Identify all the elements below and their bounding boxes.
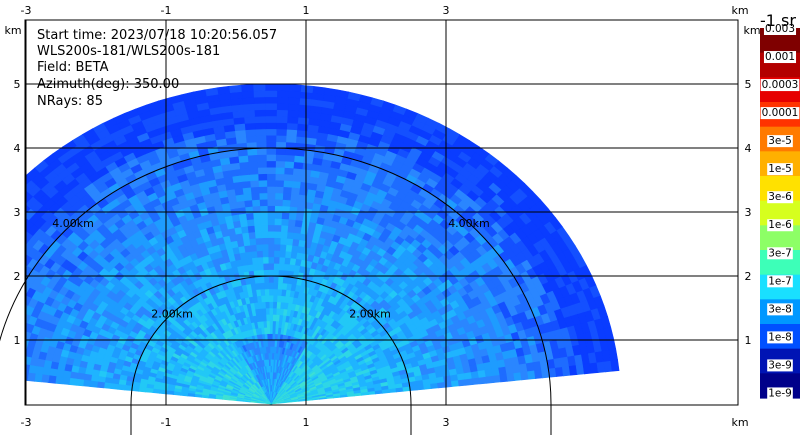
x-unit-top: km <box>731 4 748 17</box>
x-tick-label: 1 <box>303 416 310 429</box>
colorbar-label-bg <box>767 247 793 260</box>
colorbar-tick-label: 3e-6 <box>768 191 792 203</box>
field-name: Field: BETA <box>37 60 109 75</box>
y-tick-label: 5 <box>14 78 21 91</box>
colorbar-tick-label: 1e-6 <box>768 219 792 231</box>
colorbar-label-bg <box>767 387 793 400</box>
colorbar-label-bg <box>767 163 793 176</box>
colorbar-label-bg <box>767 191 794 204</box>
colorbar-tick-label: 0.0003 <box>762 79 799 91</box>
x-tick-label: 1 <box>303 4 310 17</box>
colorbar-label-bg <box>767 135 793 148</box>
y-unit-left: km <box>4 24 21 37</box>
y-tick-label: 2 <box>14 270 21 283</box>
grid <box>25 20 738 405</box>
range-ring-label: 2.00km <box>151 307 193 320</box>
y-tick-label: 4 <box>14 142 21 155</box>
x-tick-label: -1 <box>161 416 172 429</box>
colorbar-tick-label: 3e-9 <box>768 359 792 371</box>
instrument-name: WLS200s-181/WLS200s-181 <box>37 44 220 59</box>
colorbar-unit: -1 sr <box>760 11 796 30</box>
colorbar-label-bg <box>763 23 797 35</box>
y-tick-label: 2 <box>745 270 752 283</box>
colorbar-tick-label: 0.003 <box>765 23 795 35</box>
colorbar-label-bg <box>760 107 800 120</box>
range-ring-label: 2.00km <box>349 307 391 320</box>
x-tick-label: 3 <box>443 4 450 17</box>
colorbar-tick-label: 1e-5 <box>768 163 792 175</box>
colorbar-tick-label: 1e-9 <box>768 387 792 399</box>
colorbar-tick-label: 3e-8 <box>768 303 792 315</box>
colorbar-label-bg <box>767 219 794 232</box>
colorbar-tick-label: 0.001 <box>765 51 795 63</box>
info-panel: Start time: 2023/07/18 10:20:56.057 WLS2… <box>37 28 277 109</box>
colorbar-label-bg <box>767 275 793 288</box>
beta-sector <box>25 83 620 405</box>
start-time: Start time: 2023/07/18 10:20:56.057 <box>37 28 277 43</box>
colorbar-tick-label: 3e-7 <box>768 247 792 259</box>
colorbar-label-bg <box>767 303 793 316</box>
azimuth: Azimuth(deg): 350.00 <box>37 77 179 92</box>
y-tick-label: 4 <box>745 142 752 155</box>
colorbar: 0.003 0.001 0.0003 0.0001 3e-5 1e-5 3e-6 1e-6 3e… <box>760 23 800 400</box>
x-tick-label: 3 <box>443 416 450 429</box>
colorbar-tick-label: 1e-8 <box>768 331 792 343</box>
axis-ticks: -3 -3 -1 -1 1 1 3 3 1 1 2 2 3 3 4 4 5 5 <box>14 4 752 429</box>
x-tick-label: -3 <box>21 4 32 17</box>
y-unit-right: km <box>743 24 760 37</box>
x-unit-bottom: km <box>731 416 748 429</box>
y-tick-label: 1 <box>14 334 21 347</box>
colorbar-label-bg <box>767 359 793 372</box>
range-ring-label: 4.00km <box>52 217 94 230</box>
y-tick-label: 1 <box>745 334 752 347</box>
range-ring-label: 4.00km <box>448 217 490 230</box>
x-tick-label: -1 <box>161 4 172 17</box>
x-tick-label: -3 <box>21 416 32 429</box>
colorbar-label-bg <box>767 331 793 344</box>
colorbar-label-bg <box>763 51 797 64</box>
colorbar-label-bg <box>760 79 800 92</box>
range-rings: 2.00km 2.00km 4.00km 4.00km <box>0 147 552 435</box>
colorbar-tick-label: 0.0001 <box>762 107 799 119</box>
y-tick-label: 5 <box>745 78 752 91</box>
nrays: NRays: 85 <box>37 94 103 109</box>
y-tick-label: 3 <box>14 206 21 219</box>
colorbar-tick-label: 3e-5 <box>768 135 792 147</box>
y-tick-label: 3 <box>745 206 752 219</box>
plot-frame <box>24 19 739 406</box>
colorbar-tick-label: 1e-7 <box>768 275 792 287</box>
